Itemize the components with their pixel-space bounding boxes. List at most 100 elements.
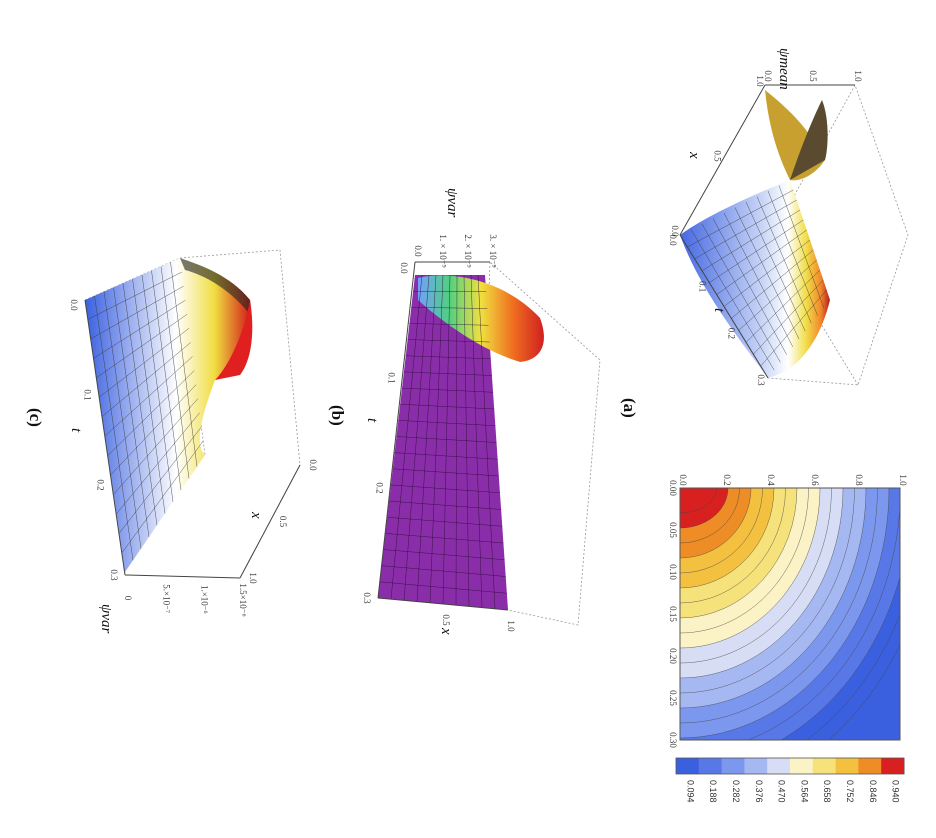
mesh-a-line: [767, 190, 818, 316]
mesh-a-line: [712, 218, 787, 355]
a-ztick-1: 0.5: [808, 70, 818, 82]
surface-a-low: [680, 180, 830, 378]
b-ztick-0: 0.0: [413, 245, 423, 257]
contour-ttick-6: 0.30: [668, 732, 678, 748]
mesh-b-line: [470, 274, 483, 608]
mesh-c-line: [141, 274, 174, 502]
colorbar-tick-9: 0.940: [891, 780, 901, 803]
b-ttick-0: 0.0: [399, 262, 409, 274]
b-ztick-1: 1. × 10⁻⁹: [438, 234, 448, 267]
b-ztick-3: 3. × 10⁻⁹: [488, 234, 498, 267]
colorbar-tick-1: 0.188: [708, 780, 718, 803]
axis-b-t: [377, 261, 416, 599]
mesh-b-line: [416, 274, 437, 602]
mesh-c-line: [113, 287, 150, 537]
tlabel-b: t: [364, 418, 380, 423]
contour-ttick-0: 0.00: [668, 480, 678, 496]
panel-a-surface: 0.0 0.5 1.01.00.50.00.00.10.20.3 ψmean x t: [668, 48, 909, 386]
panel-label-a: (a): [620, 398, 639, 418]
colorbar-tick-3: 0.376: [754, 780, 764, 803]
colorbar-tick-4: 0.470: [777, 780, 787, 803]
panel-a-contour: 0.00 0.05 0.10 0.15 0.20 0.25 0.30 0.0 0.2 0.4 0.6…: [668, 474, 908, 803]
mesh-b-line: [390, 274, 423, 600]
contour-ttick-3: 0.15: [668, 606, 678, 622]
panel-b-surface: 0.0 1. × 10⁻⁹ 2. × 10⁻⁹ 3. × 10⁻⁹ 0.0 0.1 0.2 0…: [362, 188, 601, 635]
surface-b-sheet: [378, 275, 508, 610]
contour-xtick-2: 0.4: [766, 474, 776, 486]
colorbar-swatch: [790, 758, 814, 774]
mesh-a-line: [723, 212, 793, 347]
panel-c-surface: 0.0 0.1 0.2 0.3 0.0 0.5 1.0 0 5.×10⁻⁷ 1.×10⁻⁶ 1.5×…: [68, 249, 318, 633]
xlabel-b: x: [438, 627, 454, 635]
mesh-c-line: [132, 278, 166, 514]
c-ttick-0: 0.0: [69, 299, 79, 311]
contour-xtick-4: 0.8: [854, 474, 864, 486]
a-ttick-0: 0.0: [668, 234, 678, 246]
b-ttick-1: 0.1: [387, 372, 397, 383]
b-ztick-2: 2. × 10⁻⁹: [463, 234, 473, 267]
contour-fills: [680, 488, 900, 740]
colorbar-swatch: [767, 758, 791, 774]
mesh-b-line: [403, 274, 430, 601]
a-xtick-1: 0.5: [713, 150, 723, 162]
colorbar-tick-7: 0.752: [845, 780, 855, 803]
axis-a-t: [679, 234, 769, 379]
contour-ttick-1: 0.05: [668, 522, 678, 538]
c-ztick-1: 5.×10⁻⁷: [161, 584, 171, 613]
c-xtick-0: 0.0: [308, 459, 318, 471]
zlabel-b: ψvar: [444, 188, 460, 217]
colorbar-swatch: [744, 758, 768, 774]
tlabel-a: t: [711, 308, 727, 313]
bbox-c: [84, 249, 301, 579]
colorbar-tick-5: 0.564: [799, 780, 809, 803]
colorbar-frame: [675, 757, 905, 775]
axis-c-x: [239, 464, 301, 579]
contour-xtick-5: 1.0: [898, 474, 908, 486]
c-ztick-2: 1.×10⁻⁶: [200, 585, 210, 614]
surface-c-edge: [180, 258, 250, 312]
a-ztick-0: 0.0: [763, 70, 773, 82]
mesh-b-line: [429, 274, 444, 603]
contour-ttick-2: 0.10: [668, 564, 678, 580]
c-ttick-2: 0.2: [96, 479, 106, 490]
contour-xtick-0: 0.0: [678, 474, 688, 486]
ticks-a: 0.0 0.5 1.01.00.50.00.00.10.20.3: [668, 70, 863, 386]
a-xtick-2: 0.0: [670, 225, 680, 237]
mesh-b-line: [477, 274, 496, 609]
a-ttick-2: 0.2: [727, 328, 737, 339]
surface-a-peak-dark: [790, 100, 828, 180]
zlabel-a: ψmean: [776, 48, 792, 90]
a-ttick-1: 0.1: [697, 281, 707, 292]
ticks-b: 0.0 1. × 10⁻⁹ 2. × 10⁻⁹ 3. × 10⁻⁹ 0.0 0.1 0.2 0…: [362, 234, 516, 632]
surface-a-mesh: [687, 185, 827, 371]
contour-ticks: 0.00 0.05 0.10 0.15 0.20 0.25 0.30 0.0 0.2 0.4 0.6…: [668, 474, 908, 748]
mesh-b-line: [455, 274, 458, 606]
axis-c-t: [84, 299, 126, 576]
b-ttick-2: 0.2: [374, 482, 384, 493]
axis-a-x: [679, 84, 766, 236]
contour-band: [680, 488, 717, 514]
c-ttick-3: 0.3: [109, 569, 119, 581]
colorbar-tick-2: 0.282: [731, 780, 741, 803]
mesh-c-line: [94, 295, 134, 561]
b-xtick-0: 0.5: [441, 614, 451, 626]
mesh-c-line: [170, 262, 198, 467]
c-xtick-2: 1.0: [248, 572, 258, 584]
surface-b-mesh: [379, 274, 507, 609]
colorbar-tick-0: 0.094: [685, 780, 695, 803]
mesh-a-line: [778, 185, 824, 308]
colorbar-swatch: [698, 758, 723, 774]
a-xtick-0: 1.0: [755, 75, 765, 87]
colorbar-swatch: [721, 758, 745, 774]
a-ttick-3: 0.3: [756, 374, 766, 386]
colorbar-tick-8: 0.846: [868, 780, 878, 803]
mesh-c-line: [103, 291, 142, 549]
mesh-a-line: [701, 223, 781, 363]
surface-c-mesh: [87, 262, 204, 561]
mesh-c-line: [160, 266, 190, 479]
a-ztick-2: 1.0: [853, 70, 863, 82]
contour-frame: [679, 487, 901, 741]
c-ztick-0: 0: [123, 596, 133, 601]
b-xtick-1: 1.0: [506, 620, 516, 632]
b-ttick-3: 0.3: [362, 592, 372, 604]
